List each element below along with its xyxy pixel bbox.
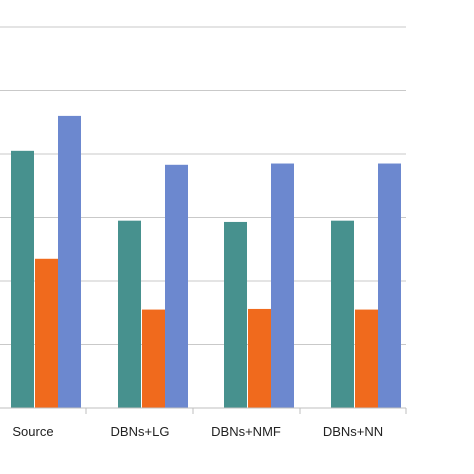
bar-series-3-dbns-nmf: [271, 163, 294, 408]
bar-series-3-dbns-lg: [165, 164, 188, 408]
bar-series-2-dbns-nn: [355, 309, 378, 408]
bar-series-2-dbns-nmf: [248, 308, 271, 408]
x-tick-label-dbns-nmf: DBNs+NMF: [211, 424, 281, 439]
bar-series-2-dbns-lg: [142, 309, 165, 408]
bar-series-1-dbns-nmf: [224, 221, 247, 408]
x-tick-labels: Source DBNs+LG DBNs+NMF DBNs+NN: [12, 424, 383, 439]
x-tick-label-source: Source: [12, 424, 53, 439]
bars: [11, 115, 401, 409]
x-tick-label-dbns-nn: DBNs+NN: [323, 424, 383, 439]
bar-series-1-source: [11, 150, 34, 408]
bar-series-2-source: [35, 258, 58, 408]
x-tick-label-dbns-lg: DBNs+LG: [111, 424, 170, 439]
bar-series-3-dbns-nn: [378, 163, 401, 408]
bar-series-1-dbns-lg: [118, 220, 141, 408]
bar-series-3-source: [58, 115, 81, 409]
bar-series-1-dbns-nn: [331, 220, 354, 408]
x-tick-marks: [85, 408, 407, 414]
